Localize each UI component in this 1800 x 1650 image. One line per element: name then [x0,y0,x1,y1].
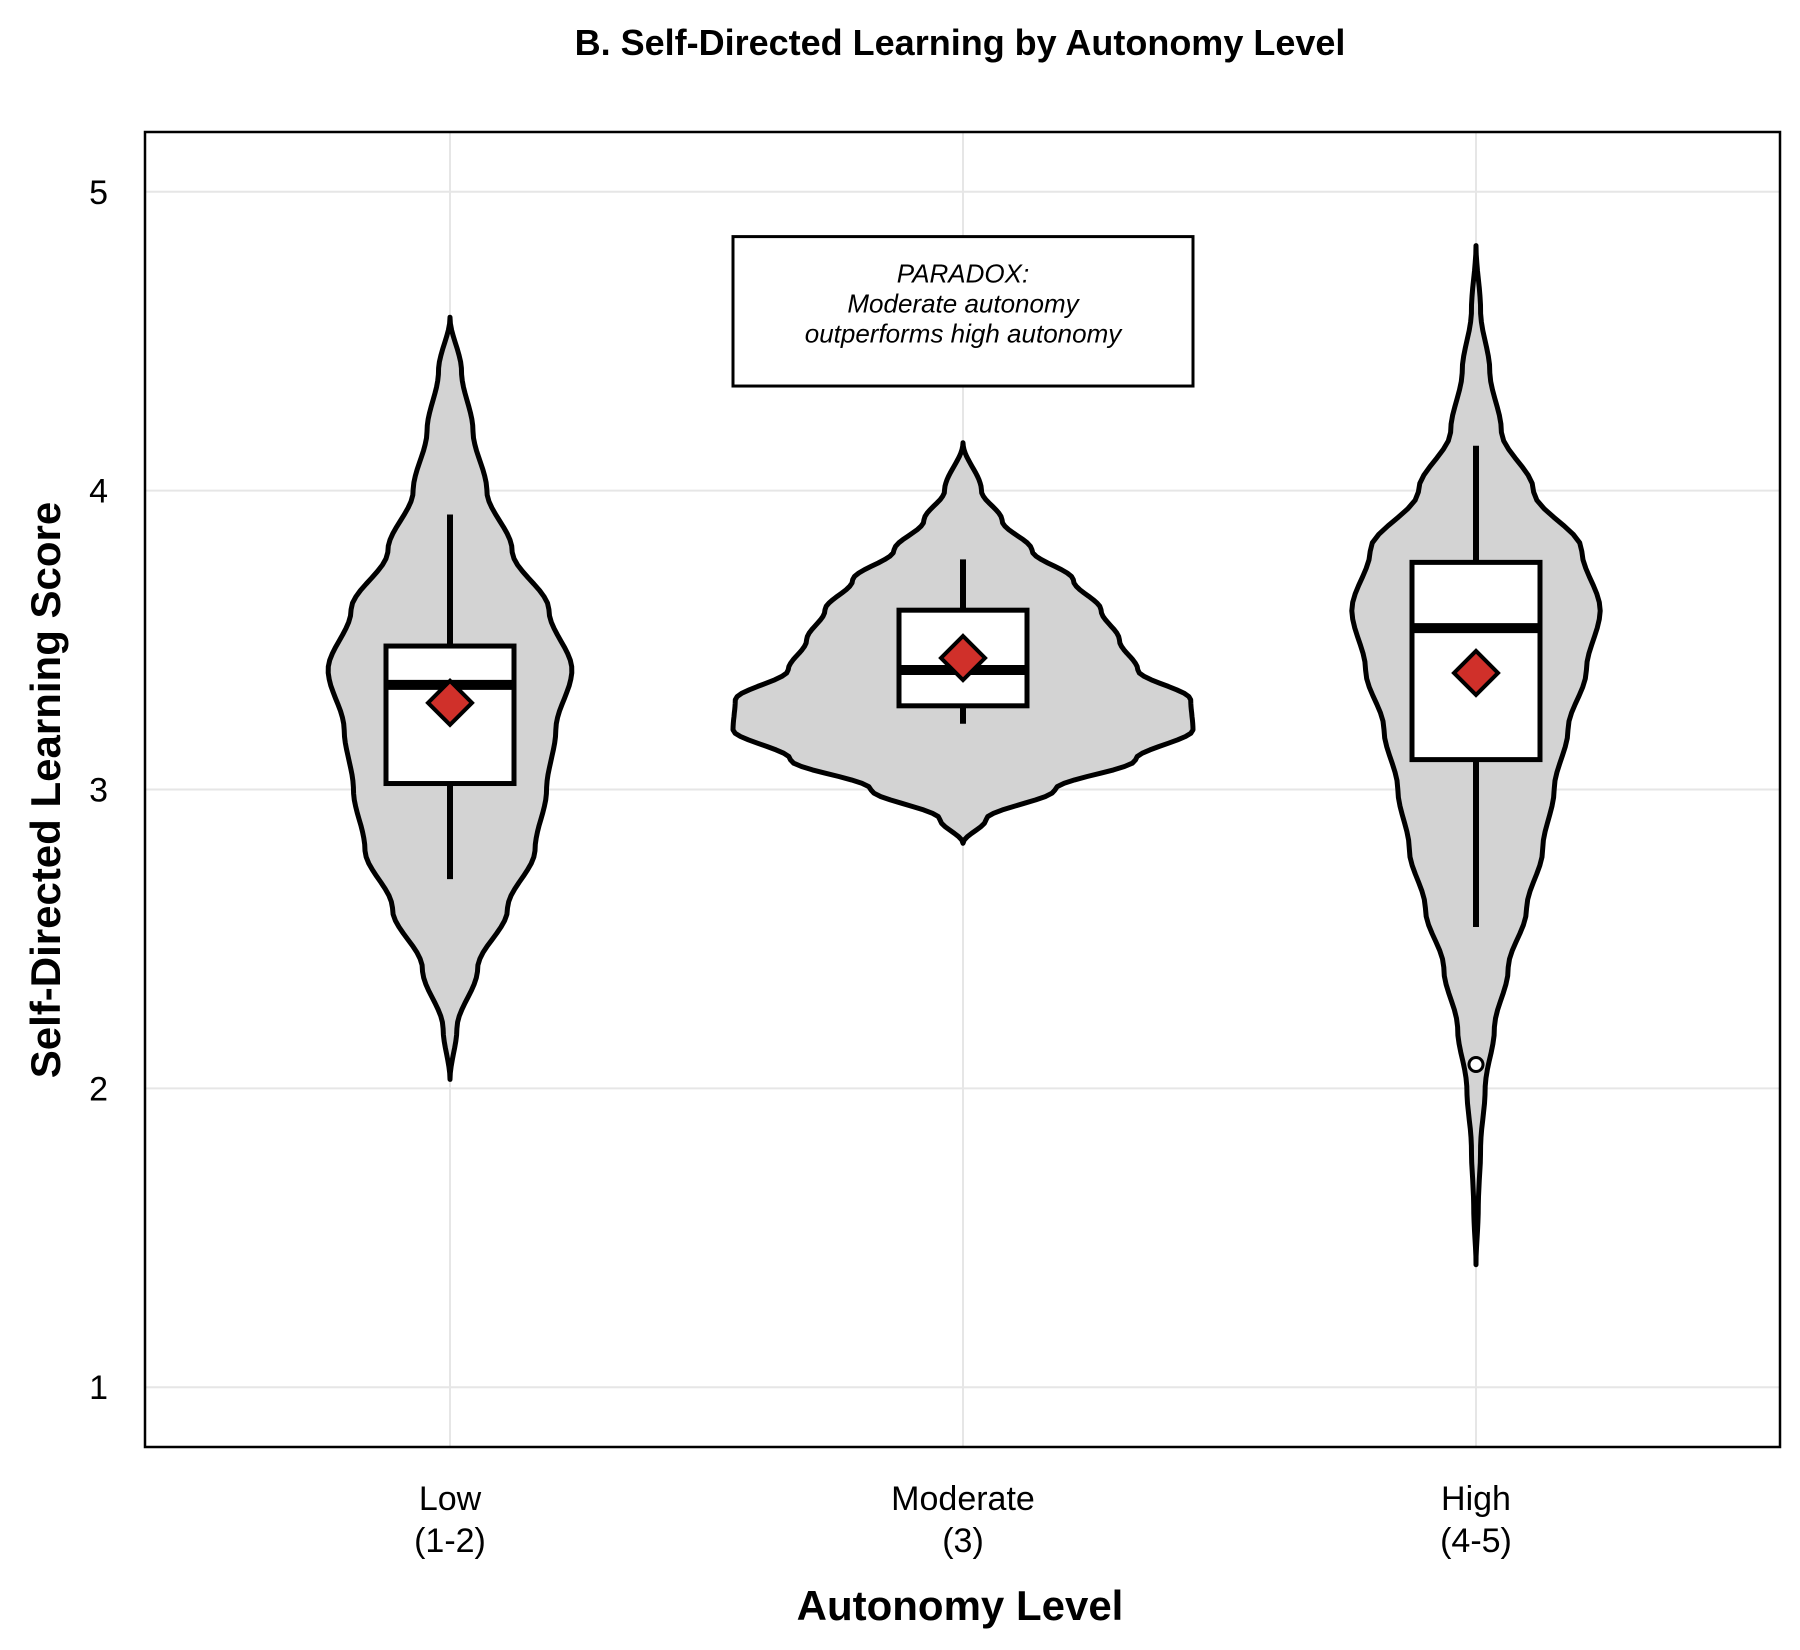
annotation-frame [731,235,1195,388]
annotation-line: outperforms high autonomy [805,318,1124,348]
x-tick-label: (1-2) [414,1522,486,1560]
y-tick-label: 4 [89,473,108,511]
x-axis-title: Autonomy Level [797,1582,1124,1629]
y-tick-label: 1 [89,1369,108,1407]
mean-marker [425,678,475,728]
x-axis: Low (1-2) Moderate (3) High (4-5) [414,1480,1512,1560]
y-tick-label: 2 [89,1070,108,1108]
plot-frame [143,130,1782,1449]
chart-title: B. Self-Directed Learning by Autonomy Le… [575,22,1346,63]
x-tick-label: High [1441,1480,1511,1518]
outlier-point [1467,1055,1485,1073]
x-tick-label: (4-5) [1440,1522,1512,1560]
x-tick-label: Low [419,1480,482,1518]
x-tick-label: (3) [942,1522,984,1560]
y-axis-title: Self-Directed Learning Score [22,502,69,1079]
mean-marker [938,633,988,683]
y-tick-label: 5 [89,174,108,212]
x-tick-label: Moderate [891,1480,1035,1518]
mean-marker [1451,648,1501,698]
y-tick-label: 3 [89,772,108,810]
annotation-box: PARADOX: Moderate autonomy outperforms h… [731,235,1195,388]
annotation-line: Moderate autonomy [847,288,1080,318]
plot-area [325,243,1603,1268]
y-axis: 1 2 3 4 5 [89,174,108,1407]
annotation-line: PARADOX: [897,258,1029,288]
